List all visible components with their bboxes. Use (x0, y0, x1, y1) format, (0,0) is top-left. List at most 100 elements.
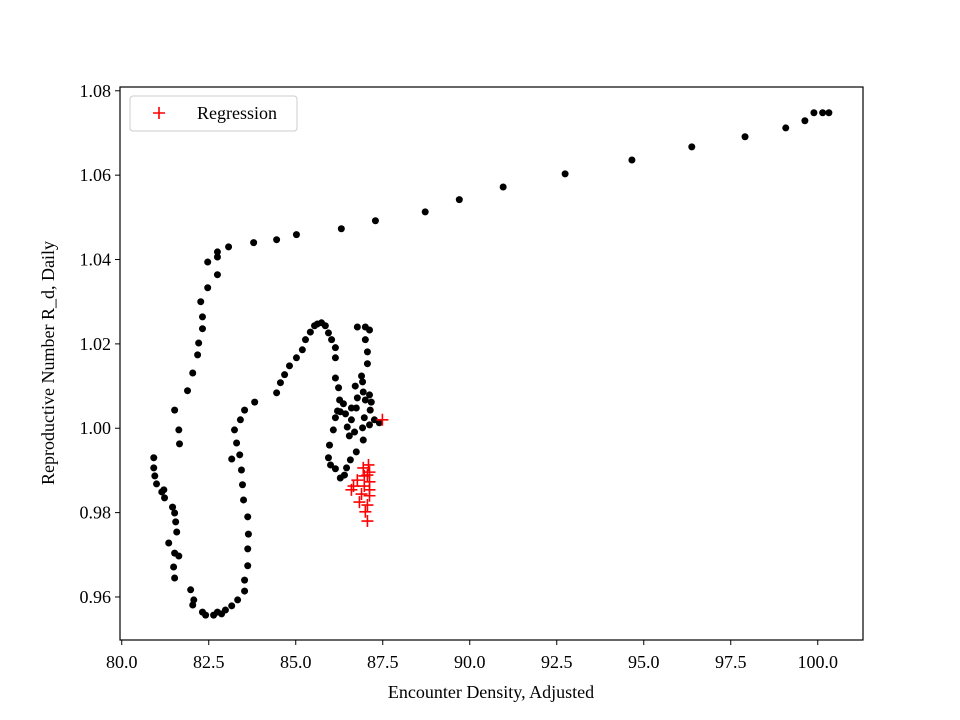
dot-marker (366, 421, 374, 429)
dot-marker (359, 378, 367, 386)
dot-marker (197, 298, 205, 306)
dot-marker (194, 351, 202, 359)
dot-marker (331, 465, 339, 473)
dot-marker (213, 248, 221, 256)
dot-marker (172, 518, 180, 526)
y-tick-label: 1.08 (80, 81, 112, 101)
dot-marker (184, 387, 192, 395)
dot-marker (273, 389, 281, 397)
dot-marker (345, 432, 353, 440)
dot-marker (328, 336, 336, 344)
dot-marker (331, 374, 339, 382)
dot-marker (204, 258, 212, 266)
dot-marker (359, 388, 367, 396)
dot-marker (171, 406, 179, 414)
dot-marker (298, 346, 306, 354)
dot-marker (160, 486, 168, 494)
dot-marker (244, 562, 252, 570)
dot-marker (230, 426, 238, 434)
x-tick-label: 100.0 (798, 652, 839, 672)
dot-marker (327, 461, 335, 469)
dot-marker (237, 466, 245, 474)
dot-marker (150, 454, 158, 462)
x-tick-label: 80.0 (106, 652, 138, 672)
dot-marker (187, 586, 195, 594)
dot-marker (360, 414, 368, 422)
dot-marker (241, 587, 249, 595)
dot-marker (161, 494, 169, 502)
dot-marker (499, 183, 507, 191)
dot-marker (276, 379, 284, 387)
dot-marker (240, 496, 248, 504)
dot-marker (331, 414, 339, 422)
dot-marker (236, 416, 244, 424)
x-tick-label: 82.5 (193, 652, 225, 672)
dot-marker (366, 326, 374, 334)
dot-marker (361, 336, 369, 344)
dot-marker (339, 400, 347, 408)
dot-marker (825, 109, 833, 117)
dot-marker (273, 236, 281, 244)
plus-marker (359, 505, 372, 518)
dot-marker (221, 606, 229, 614)
dot-marker (195, 339, 203, 347)
y-tick-label: 1.04 (80, 250, 112, 270)
dot-marker (241, 576, 249, 584)
dot-marker (346, 456, 354, 464)
dot-marker (353, 323, 361, 331)
dot-marker (292, 354, 300, 362)
dot-marker (228, 602, 236, 610)
plus-marker (358, 469, 371, 482)
plus-marker (361, 499, 374, 512)
dot-marker (688, 143, 696, 151)
dot-marker (331, 344, 339, 352)
dot-marker (175, 552, 183, 560)
dot-marker (324, 454, 332, 462)
dot-marker (301, 336, 309, 344)
dot-marker (347, 416, 355, 424)
dot-marker (198, 313, 206, 321)
dot-marker (153, 480, 161, 488)
dot-marker (169, 503, 177, 511)
dot-marker (324, 329, 332, 337)
dot-marker (171, 574, 179, 582)
x-tick-label: 87.5 (367, 652, 399, 672)
dot-marker (367, 398, 375, 406)
dot-marker (189, 369, 197, 377)
dot-marker (202, 611, 210, 619)
dot-marker (359, 424, 367, 432)
dot-marker (213, 271, 221, 279)
plus-marker (357, 461, 370, 474)
plus-marker (376, 413, 389, 426)
plot-frame (119, 86, 864, 641)
dot-marker (366, 406, 374, 414)
y-tick-label: 0.98 (80, 503, 112, 523)
dot-marker (150, 464, 158, 472)
dot-marker (165, 539, 173, 547)
dot-marker (250, 239, 258, 247)
dot-marker (421, 208, 429, 216)
dot-marker (204, 284, 212, 292)
plus-marker (355, 488, 368, 501)
dot-marker (321, 322, 329, 330)
dot-marker (359, 436, 367, 444)
dot-marker (225, 243, 233, 251)
x-axis-label: Encounter Density, Adjusted (388, 682, 594, 702)
dot-marker (455, 196, 463, 204)
dot-marker (363, 348, 371, 356)
dot-marker (371, 217, 379, 225)
plus-marker (353, 496, 366, 509)
dot-marker (329, 426, 337, 434)
dot-marker (351, 428, 359, 436)
dot-marker (213, 253, 221, 261)
dot-marker (819, 109, 827, 117)
plus-marker (361, 515, 374, 528)
dot-marker (281, 371, 289, 379)
dot-marker (375, 419, 383, 427)
y-axis-label: Reproductive Number R_d, Daily (38, 241, 58, 485)
dot-marker (343, 464, 351, 472)
dot-marker (353, 394, 361, 402)
dot-marker (366, 391, 374, 399)
